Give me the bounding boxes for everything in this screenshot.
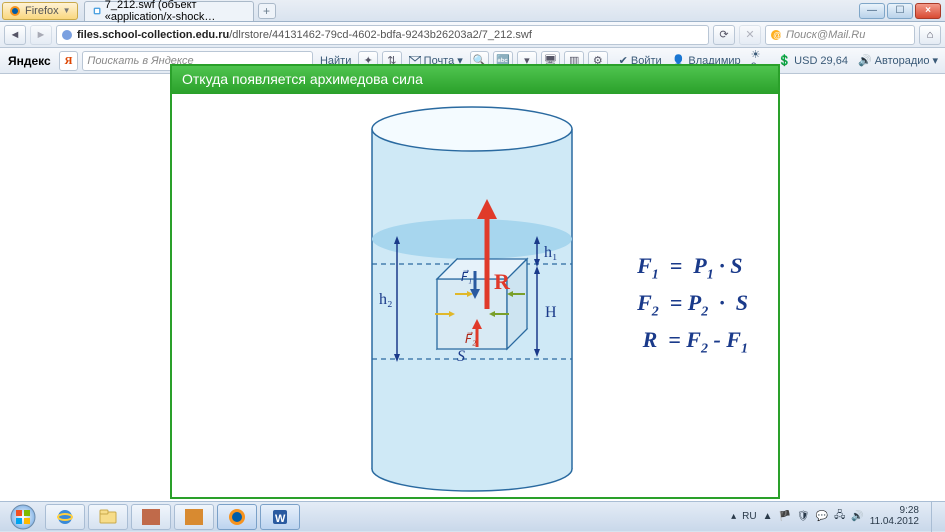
title-bar: Firefox ▼ 7_212.swf (объект «application…	[0, 0, 945, 22]
tray-network-icon[interactable]: 🖧	[834, 508, 845, 525]
minimize-button[interactable]: —	[859, 3, 885, 19]
svg-text:S: S	[457, 348, 465, 365]
firefox-menu-button[interactable]: Firefox ▼	[2, 2, 78, 20]
search-input[interactable]: @ Поиск@Mail.Ru	[765, 25, 915, 45]
back-button[interactable]: ◄	[4, 25, 26, 45]
tray-icon-2[interactable]: 🛡	[797, 511, 810, 522]
home-button[interactable]: ⌂	[919, 25, 941, 45]
task-firefox[interactable]	[217, 504, 257, 530]
formula-3: R = F2 - F1	[637, 323, 748, 360]
tray-icon-1[interactable]: ▲	[763, 511, 773, 522]
svg-text:F⃗₁: F⃗₁	[461, 269, 472, 284]
lang-indicator[interactable]: RU	[742, 511, 756, 522]
show-desktop-button[interactable]	[931, 502, 941, 532]
panel-title: Откуда появляется архимедова сила	[172, 66, 778, 94]
diagram: F⃗₁ F⃗₂ S R h₁	[367, 104, 577, 494]
new-tab-button[interactable]: +	[258, 3, 276, 19]
content-area: Откуда появляется архимедова сила	[0, 74, 945, 501]
formula-2: F2 = P2 · S	[637, 286, 748, 323]
tray-flag-icon[interactable]: 🏴	[778, 511, 790, 522]
close-button[interactable]: ×	[915, 3, 941, 19]
url-path: /dlrstore/44131462-79cd-4602-bdfa-9243b2…	[229, 29, 532, 41]
task-ie[interactable]	[45, 504, 85, 530]
svg-text:R: R	[494, 269, 511, 294]
tray-volume-icon[interactable]: 🔊	[851, 511, 863, 522]
clock[interactable]: 9:28 11.04.2012	[870, 506, 921, 527]
formula-1: F1 = P1 · S	[637, 249, 748, 286]
tab-title: 7_212.swf (объект «application/x-shock…	[105, 0, 245, 23]
task-app1[interactable]	[131, 504, 171, 530]
task-explorer[interactable]	[88, 504, 128, 530]
address-bar: ◄ ► files.school-collection.edu.ru/dlrst…	[0, 22, 945, 48]
taskbar: W ▴ RU ▲ 🏴 🛡 💬 🖧 🔊 9:28 11.04.2012	[0, 501, 945, 531]
url-input[interactable]: files.school-collection.edu.ru/dlrstore/…	[56, 25, 709, 45]
tray-icon-3[interactable]: 💬	[816, 511, 828, 522]
clock-date: 11.04.2012	[870, 517, 919, 528]
window-controls: — ☐ ×	[859, 3, 941, 19]
browser-tab[interactable]: 7_212.swf (объект «application/x-shock…	[84, 1, 254, 21]
task-app2[interactable]	[174, 504, 214, 530]
flash-panel: Откуда появляется архимедова сила	[170, 64, 780, 499]
svg-text:@: @	[773, 31, 781, 40]
system-tray: ▴ RU ▲ 🏴 🛡 💬 🖧 🔊 9:28 11.04.2012	[731, 502, 941, 532]
clock-time: 9:28	[870, 506, 919, 517]
radio-link[interactable]: 🔊 Авторадио ▾	[855, 54, 941, 67]
task-word[interactable]: W	[260, 504, 300, 530]
url-host: files.school-collection.edu.ru	[77, 29, 229, 41]
tray-arrow[interactable]: ▴	[731, 511, 736, 522]
usd-rate[interactable]: 💲 USD 29,64	[774, 54, 850, 67]
svg-text:H: H	[545, 304, 557, 321]
reload-button[interactable]: ⟳	[713, 25, 735, 45]
start-button[interactable]	[4, 503, 42, 531]
maximize-button[interactable]: ☐	[887, 3, 913, 19]
yandex-icon[interactable]: Я	[59, 51, 79, 71]
chevron-down-icon: ▼	[63, 6, 71, 15]
yandex-brand: Яндекс	[4, 54, 55, 68]
formulas: F1 = P1 · S F2 = P2 · S R = F2 - F1	[637, 249, 748, 360]
search-placeholder: Поиск@Mail.Ru	[786, 29, 865, 41]
svg-text:h₁: h₁	[544, 244, 558, 261]
svg-text:h₂: h₂	[379, 291, 393, 308]
stop-button[interactable]: ✕	[739, 25, 761, 45]
panel-body: F⃗₁ F⃗₂ S R h₁	[172, 94, 778, 497]
svg-text:F⃗₂: F⃗₂	[465, 331, 476, 346]
firefox-label: Firefox	[25, 5, 59, 17]
svg-text:W: W	[275, 513, 286, 525]
forward-button[interactable]: ►	[30, 25, 52, 45]
